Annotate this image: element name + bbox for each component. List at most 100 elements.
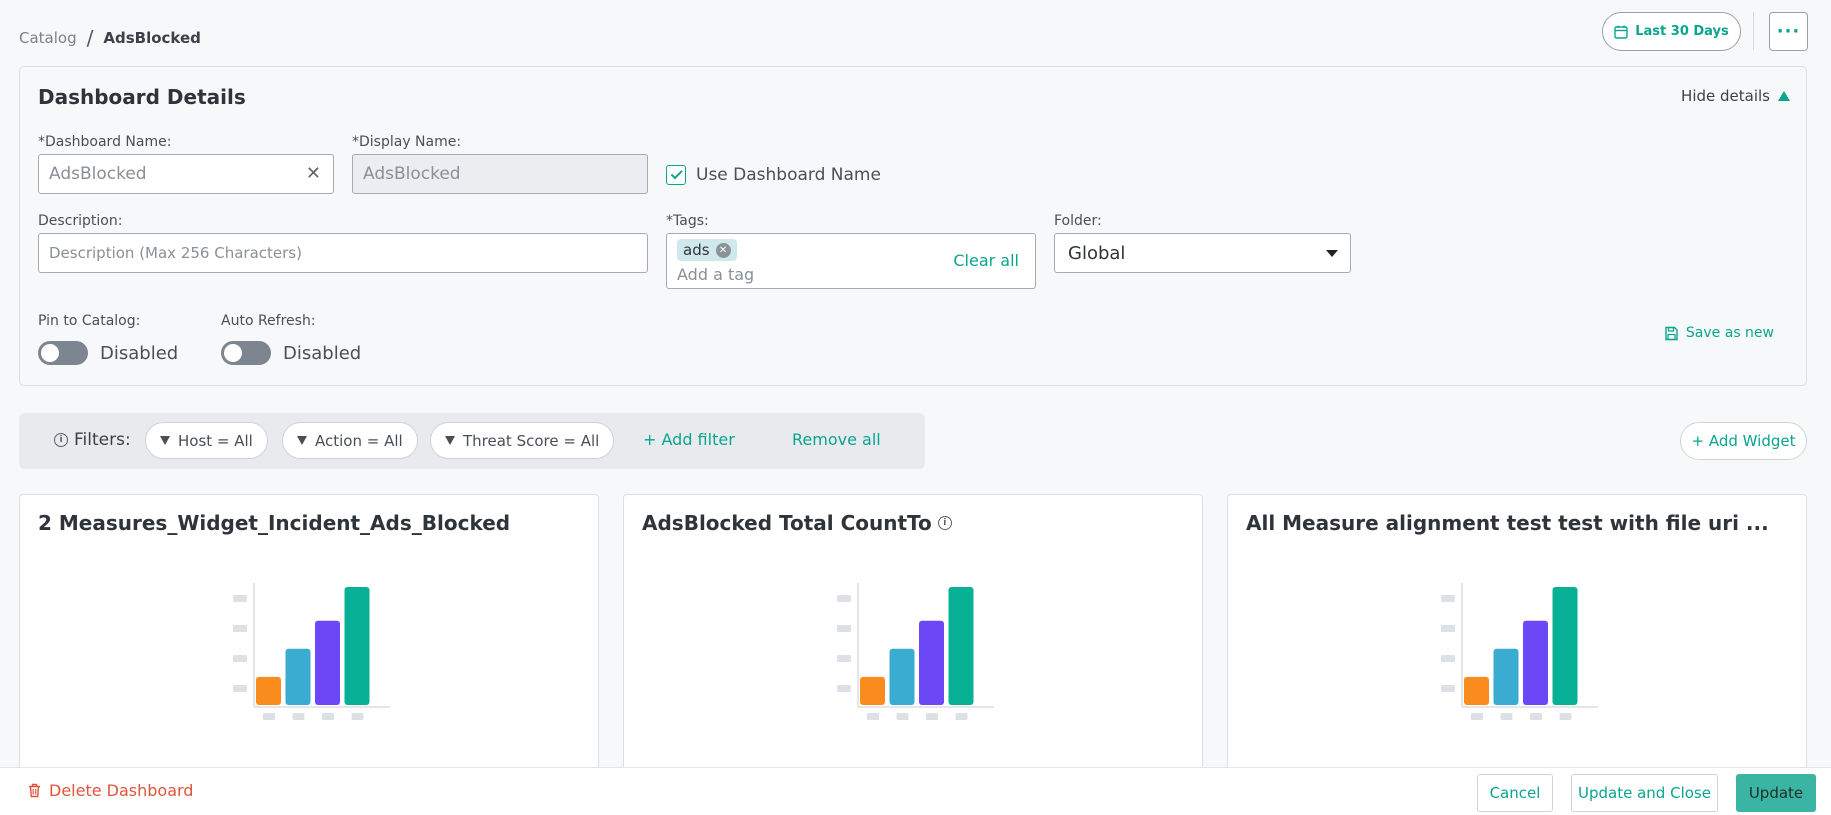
y-tick-placeholder — [1441, 685, 1455, 692]
date-range-label: Last 30 Days — [1635, 24, 1729, 39]
widget-title-text: AdsBlocked Total CountTo — [642, 511, 932, 535]
placeholder-bar-chart — [837, 583, 994, 720]
widget-card[interactable]: AdsBlocked Total CountTo i — [623, 494, 1203, 774]
add-filter-button[interactable]: + Add filter — [643, 430, 735, 449]
dashboard-name-input[interactable]: AdsBlocked ✕ — [38, 154, 334, 194]
info-icon[interactable]: i — [54, 433, 68, 447]
save-as-new-label: Save as new — [1685, 325, 1774, 341]
auto-refresh-label: Auto Refresh: — [221, 313, 316, 329]
tag-chip-label: ads — [683, 241, 710, 259]
widget-info-icon[interactable]: i — [937, 516, 952, 530]
filter-chip-action[interactable]: Action = All — [282, 422, 418, 459]
delete-dashboard-button[interactable]: Delete Dashboard — [28, 781, 193, 800]
bar — [1493, 648, 1519, 705]
filter-funnel-icon — [160, 436, 170, 445]
folder-label: Folder: — [1054, 213, 1102, 229]
breadcrumb: Catalog / AdsBlocked — [19, 26, 201, 50]
hide-details-toggle[interactable]: Hide details — [1681, 87, 1790, 105]
y-tick-placeholder — [837, 625, 851, 632]
breadcrumb-separator: / — [86, 26, 94, 50]
refresh-toggle-switch[interactable] — [221, 341, 271, 365]
collapse-triangle-icon — [1778, 91, 1790, 101]
breadcrumb-catalog[interactable]: Catalog — [19, 29, 77, 47]
save-as-new-button[interactable]: Save as new — [1664, 325, 1774, 341]
dashboard-name-label: *Dashboard Name: — [38, 134, 172, 150]
filter-chip-label: Host = All — [178, 431, 253, 450]
caret-down-icon — [1326, 250, 1338, 257]
x-tick-placeholder — [896, 713, 909, 720]
update-button[interactable]: Update — [1736, 774, 1816, 812]
bar — [256, 676, 281, 705]
tag-input-placeholder[interactable]: Add a tag — [677, 265, 755, 284]
pin-toggle-switch[interactable] — [38, 341, 88, 365]
y-tick-placeholder — [233, 685, 247, 692]
bar — [1523, 620, 1548, 705]
details-title: Dashboard Details — [38, 85, 246, 109]
y-tick-placeholder — [837, 595, 851, 602]
widget-title: 2 Measures_Widget_Incident_Ads_Blocked — [38, 511, 510, 535]
save-icon — [1665, 326, 1678, 340]
filters-bar: i Filters: Host = All Action = All Threa… — [19, 413, 925, 469]
widget-title: All Measure alignment test test with fil… — [1246, 511, 1769, 535]
description-label: Description: — [38, 213, 123, 229]
delete-dashboard-label: Delete Dashboard — [49, 781, 194, 800]
update-and-close-button[interactable]: Update and Close — [1571, 774, 1718, 812]
bar — [1552, 587, 1578, 705]
remove-all-filters-button[interactable]: Remove all — [792, 430, 881, 449]
more-options-button[interactable]: ··· — [1769, 12, 1808, 51]
use-dashboard-name-checkbox[interactable]: Use Dashboard Name — [666, 165, 881, 185]
filters-label-text: Filters: — [74, 430, 131, 450]
calendar-icon — [1614, 25, 1628, 39]
filter-chip-label: Threat Score = All — [463, 431, 600, 450]
bar — [919, 620, 944, 705]
y-tick-placeholder — [837, 685, 851, 692]
widget-card[interactable]: 2 Measures_Widget_Incident_Ads_Blocked — [19, 494, 599, 774]
filter-chip-host[interactable]: Host = All — [145, 422, 268, 459]
header-divider — [1753, 12, 1754, 50]
cancel-button[interactable]: Cancel — [1477, 774, 1553, 812]
add-widget-button[interactable]: + Add Widget — [1680, 422, 1807, 460]
bar — [315, 620, 340, 705]
x-tick-placeholder — [1530, 713, 1542, 720]
filters-label: i Filters: — [54, 430, 131, 450]
widget-title-text: All Measure alignment test test with fil… — [1246, 511, 1769, 535]
y-tick-placeholder — [1441, 595, 1455, 602]
filter-funnel-icon — [297, 436, 307, 445]
date-range-button[interactable]: Last 30 Days — [1602, 12, 1741, 51]
y-tick-placeholder — [837, 655, 851, 662]
breadcrumb-current: AdsBlocked — [103, 29, 201, 47]
footer-bar: Delete Dashboard Cancel Update and Close… — [0, 767, 1831, 815]
filter-chip-threat-score[interactable]: Threat Score = All — [430, 422, 615, 459]
tags-label: *Tags: — [666, 213, 709, 229]
clear-icon[interactable]: ✕ — [305, 163, 321, 184]
description-input[interactable]: Description (Max 256 Characters) — [38, 233, 648, 273]
tags-input[interactable]: ads ✕ Add a tag Clear all — [666, 233, 1036, 289]
x-tick-placeholder — [1559, 713, 1572, 720]
update-label: Update — [1748, 784, 1804, 802]
pin-to-catalog-label: Pin to Catalog: — [38, 313, 141, 329]
remove-tag-icon[interactable]: ✕ — [715, 242, 731, 258]
cancel-label: Cancel — [1489, 784, 1541, 802]
pin-to-catalog-toggle[interactable]: Disabled — [38, 341, 178, 365]
dashboard-name-value: AdsBlocked — [49, 164, 147, 184]
y-tick-placeholder — [1441, 655, 1455, 662]
x-tick-placeholder — [867, 713, 879, 720]
more-icon: ··· — [1776, 21, 1801, 42]
y-tick-placeholder — [233, 625, 247, 632]
checkbox-checked-icon[interactable] — [666, 165, 686, 185]
folder-select[interactable]: Global — [1054, 233, 1351, 273]
use-dashboard-name-label: Use Dashboard Name — [696, 165, 881, 185]
update-and-close-label: Update and Close — [1578, 784, 1711, 802]
x-tick-placeholder — [322, 713, 334, 720]
folder-value: Global — [1068, 242, 1126, 264]
x-tick-placeholder — [292, 713, 305, 720]
x-tick-placeholder — [1500, 713, 1513, 720]
placeholder-bar-chart — [233, 583, 390, 720]
display-name-input: AdsBlocked — [352, 154, 648, 194]
widget-card[interactable]: All Measure alignment test test with fil… — [1227, 494, 1807, 774]
bar — [889, 648, 915, 705]
bar — [344, 587, 370, 705]
tags-clear-all-link[interactable]: Clear all — [953, 251, 1019, 270]
display-name-label: *Display Name: — [352, 134, 462, 150]
auto-refresh-toggle[interactable]: Disabled — [221, 341, 361, 365]
